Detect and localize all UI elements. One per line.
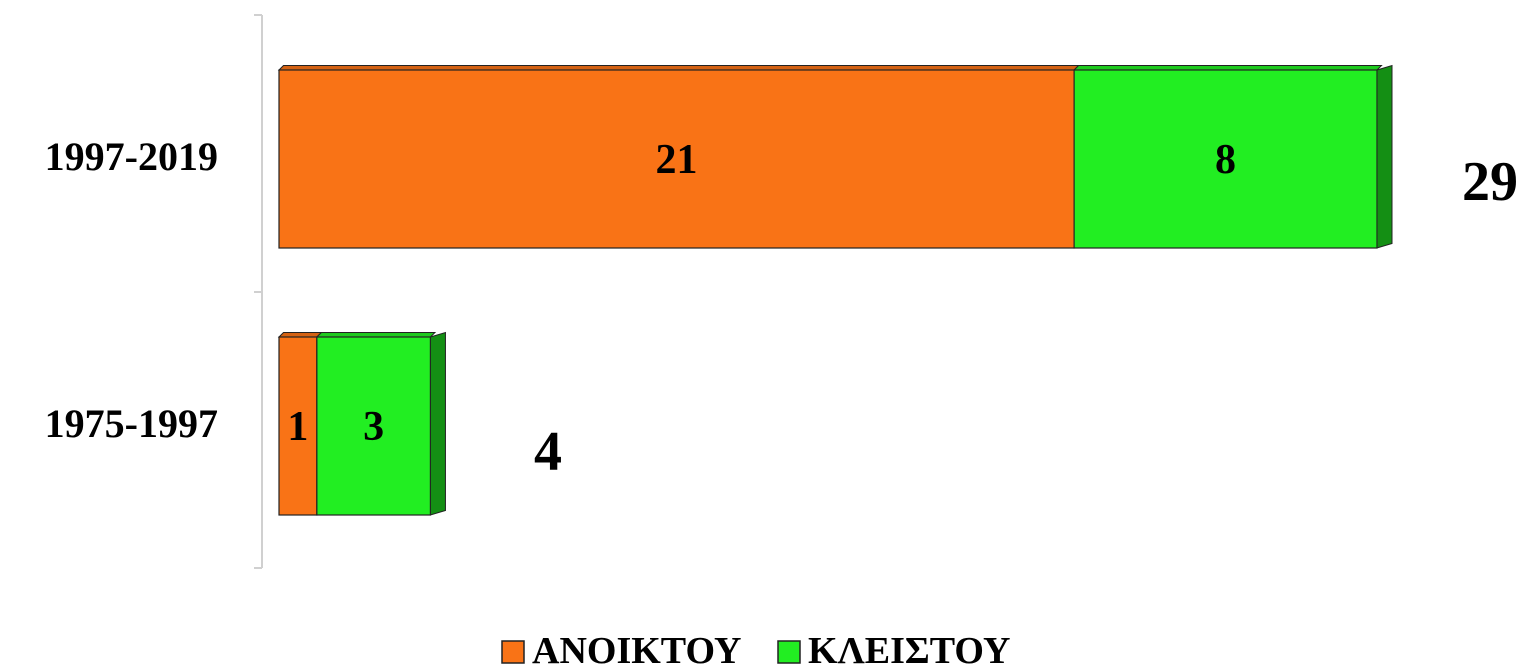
legend-swatch-kleistou [777, 640, 801, 664]
total-label: 29 [1462, 151, 1518, 213]
category-label-1975-1997: 1975-1997 [45, 401, 218, 446]
bar-top-face [1072, 65, 1383, 71]
legend-label-anoiktou: ΑΝΟΙΚΤΟΥ [532, 630, 741, 669]
bar-segment-kleistou-1975-1997 [316, 336, 432, 516]
total-label: 4 [534, 421, 562, 483]
data-label: 8 [1215, 137, 1236, 183]
labels-layer: 21 8 1997-2019 29 1 3 1975-1997 4 [45, 134, 1518, 483]
data-label: 21 [656, 137, 698, 183]
legend-label-kleistou: ΚΛΕΙΣΤΟΥ [808, 630, 1010, 669]
bar-segment-kleistou-1997-2019 [1073, 69, 1378, 249]
data-label: 3 [363, 404, 384, 450]
legend: ΑΝΟΙΚΤΟΥ ΚΛΕΙΣΤΟΥ [501, 630, 1010, 669]
bar-segment-anoiktou-1975-1997 [278, 336, 318, 516]
category-label-1997-2019: 1997-2019 [45, 134, 218, 179]
bar-top-face [277, 332, 323, 338]
bar-top-face [277, 65, 1080, 71]
bar-side-face [429, 331, 446, 516]
bar-side-face [1376, 64, 1393, 249]
bars-layer [277, 64, 1393, 516]
data-label: 1 [287, 404, 308, 450]
bar-segment-anoiktou-1997-2019 [278, 69, 1075, 249]
axis-layer [254, 14, 263, 569]
legend-swatch-anoiktou [501, 640, 525, 664]
bar-top-face [315, 332, 437, 338]
